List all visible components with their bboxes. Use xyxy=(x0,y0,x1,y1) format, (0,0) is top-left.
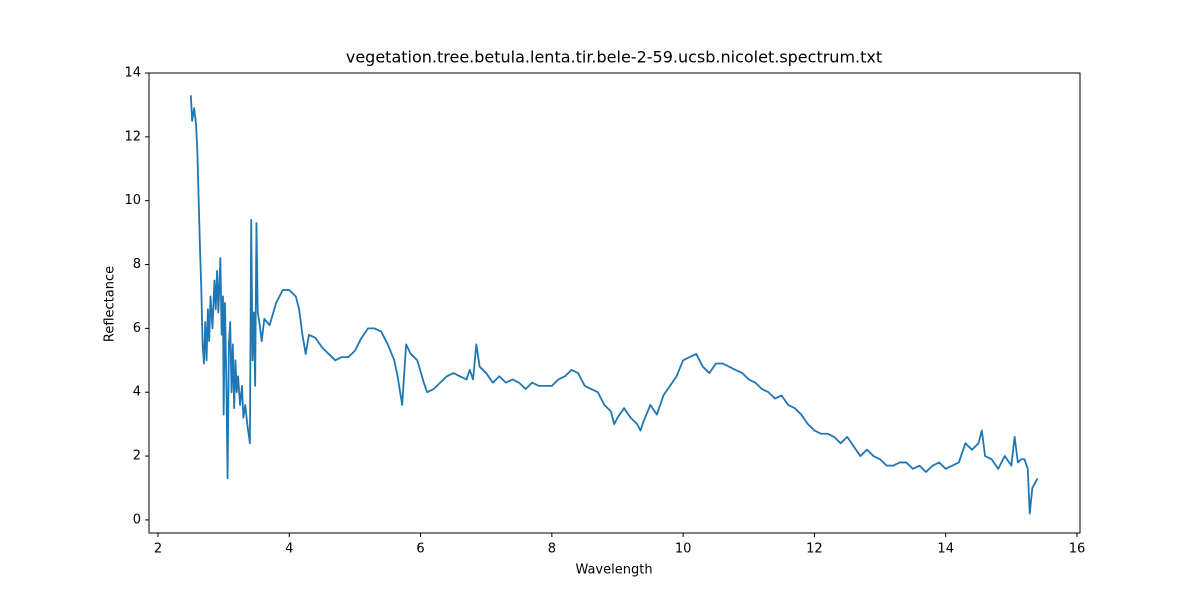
y-tick-label: 10 xyxy=(124,193,141,208)
x-tick-label: 6 xyxy=(416,542,424,557)
x-tick-label: 16 xyxy=(1069,542,1086,557)
axes-frame xyxy=(148,72,1081,534)
x-tick-label: 14 xyxy=(937,542,954,557)
y-tick-label: 6 xyxy=(133,321,141,336)
x-tick-label: 8 xyxy=(548,542,556,557)
y-axis-label: Reflectance xyxy=(103,266,118,342)
spectrum-line xyxy=(189,95,1039,515)
x-tick-label: 2 xyxy=(154,542,162,557)
chart-title: vegetation.tree.betula.lenta.tir.bele-2-… xyxy=(346,48,882,67)
y-tick-label: 0 xyxy=(133,512,141,527)
y-tick-label: 14 xyxy=(124,66,141,81)
x-tick-label: 4 xyxy=(285,542,293,557)
x-tick-label: 10 xyxy=(675,542,692,557)
y-tick-label: 12 xyxy=(124,129,141,144)
x-axis-label: Wavelength xyxy=(575,563,652,578)
y-tick-label: 4 xyxy=(133,385,141,400)
y-tick-label: 8 xyxy=(133,257,141,272)
x-tick-label: 12 xyxy=(806,542,823,557)
y-tick-label: 2 xyxy=(133,449,141,464)
